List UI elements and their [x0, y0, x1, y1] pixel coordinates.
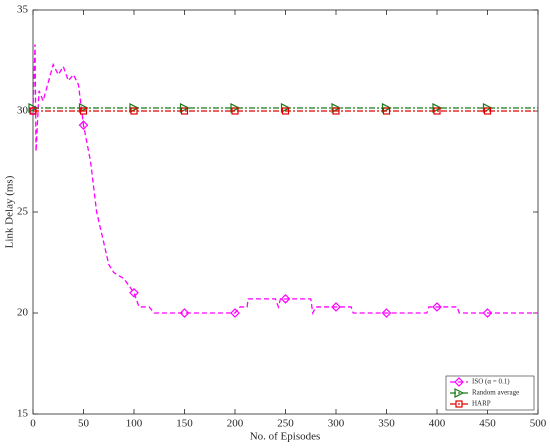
- marker: [231, 107, 239, 115]
- legend-label: ISO (α = 0.1): [472, 378, 510, 386]
- x-tick-label: 300: [328, 418, 345, 430]
- marker: [78, 102, 89, 113]
- marker: [230, 102, 241, 113]
- marker: [180, 107, 189, 115]
- x-tick-label: 250: [277, 418, 294, 430]
- x-tick-label: 100: [126, 418, 143, 430]
- marker: [483, 107, 492, 115]
- x-tick-label: 500: [530, 418, 547, 430]
- y-tick-label: 20: [17, 307, 29, 319]
- marker: [482, 308, 493, 318]
- x-tick-label: 450: [479, 418, 496, 430]
- x-tick-label: 50: [78, 418, 90, 430]
- marker: [78, 120, 89, 130]
- marker: [179, 102, 190, 113]
- x-tick-label: 150: [176, 418, 193, 430]
- marker: [331, 302, 341, 312]
- marker: [281, 107, 290, 115]
- legend-label: HARP: [472, 400, 491, 408]
- marker: [433, 107, 441, 115]
- marker: [179, 308, 190, 318]
- plot-frame: [32, 9, 539, 415]
- x-tick-label: 400: [429, 418, 446, 430]
- marker: [482, 102, 493, 113]
- legend: ISO (α = 0.1) Random average HARP: [445, 375, 535, 411]
- marker: [79, 107, 88, 115]
- legend-label: Random average: [472, 389, 519, 397]
- marker: [381, 308, 392, 318]
- x-axis-label: No. of Episodes: [250, 431, 321, 443]
- x-tick-label: 0: [30, 418, 36, 430]
- legend-marker: [454, 388, 465, 398]
- marker: [129, 287, 139, 298]
- marker: [28, 102, 39, 113]
- marker: [280, 294, 291, 304]
- marker: [230, 308, 240, 318]
- y-tick-label: 30: [17, 105, 29, 117]
- marker: [432, 302, 442, 312]
- y-axis-label: Link Delay (ms): [4, 175, 16, 248]
- y-tick-label: 35: [17, 4, 29, 16]
- marker: [332, 107, 340, 115]
- marker: [432, 102, 443, 113]
- y-tick-label: 15: [17, 408, 29, 420]
- marker: [280, 102, 291, 113]
- marker: [129, 102, 140, 113]
- marker: [381, 102, 392, 113]
- x-tick-label: 350: [378, 418, 395, 430]
- y-tick-label: 25: [17, 206, 29, 218]
- legend-marker: [454, 377, 464, 387]
- legend-marker: [455, 400, 463, 408]
- marker: [130, 107, 138, 115]
- x-tick-label: 200: [227, 418, 244, 430]
- marker: [331, 102, 342, 113]
- marker: [382, 107, 391, 115]
- marker: [29, 107, 37, 115]
- series-line: [32, 44, 538, 316]
